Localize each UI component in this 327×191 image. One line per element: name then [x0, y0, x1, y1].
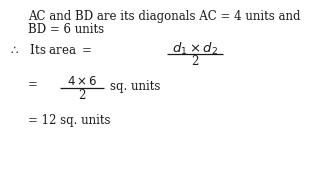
- Text: $d_1 \times d_2$: $d_1 \times d_2$: [172, 41, 218, 57]
- Text: $4 \times 6$: $4 \times 6$: [67, 75, 97, 88]
- Text: 2: 2: [191, 55, 199, 68]
- Text: sq. units: sq. units: [110, 80, 160, 93]
- Text: = 12 sq. units: = 12 sq. units: [28, 114, 111, 127]
- Text: =: =: [28, 78, 38, 91]
- Text: $\therefore$  Its area =: $\therefore$ Its area =: [8, 43, 92, 57]
- Text: 2: 2: [78, 89, 86, 102]
- Text: BD = 6 units: BD = 6 units: [28, 23, 104, 36]
- Text: AC and BD are its diagonals AC = 4 units and: AC and BD are its diagonals AC = 4 units…: [28, 10, 301, 23]
